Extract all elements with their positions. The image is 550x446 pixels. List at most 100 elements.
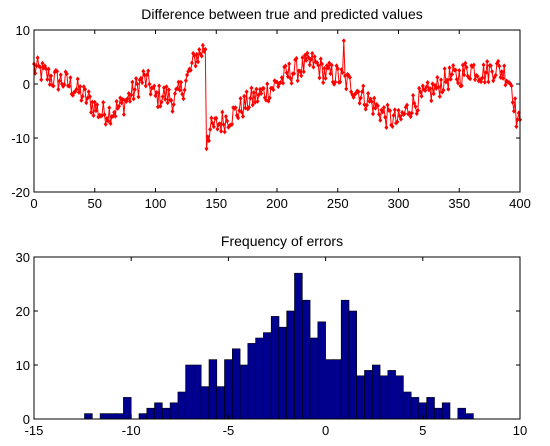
data-point-marker [92, 99, 97, 105]
data-point-marker [447, 65, 452, 71]
data-point-marker [205, 134, 210, 140]
data-point-marker [79, 97, 84, 103]
x-tick-label: -10 [122, 423, 141, 438]
histogram-bar [115, 413, 124, 420]
data-point-marker [251, 90, 256, 96]
data-point-marker [463, 60, 468, 66]
data-point-marker [56, 86, 61, 92]
data-point-marker [323, 75, 328, 81]
data-point-marker [485, 58, 490, 64]
x-tick-label: 250 [327, 196, 349, 211]
histogram-bar [169, 402, 179, 420]
data-point-marker [288, 75, 293, 81]
histogram-bar [216, 386, 225, 420]
data-point-marker [177, 87, 182, 93]
data-point-marker [108, 121, 113, 127]
data-point-marker [209, 115, 214, 121]
y-tick-label: 0 [23, 412, 30, 427]
data-point-marker [182, 87, 187, 93]
histogram-bar [410, 397, 420, 420]
data-point-marker [189, 60, 194, 66]
data-point-marker [144, 72, 149, 78]
histogram-bar [301, 299, 311, 420]
data-point-marker [445, 77, 450, 83]
data-point-marker [265, 81, 270, 87]
data-point-marker [134, 75, 139, 81]
data-point-marker [89, 109, 94, 115]
data-point-marker [141, 68, 146, 74]
histogram-title: Frequency of errors [221, 233, 343, 249]
data-point-marker [294, 55, 299, 61]
data-point-marker [322, 65, 327, 71]
data-point-marker [238, 96, 243, 102]
data-point-marker [448, 76, 453, 82]
data-point-marker [407, 110, 412, 116]
histogram-bar [348, 310, 357, 420]
data-point-marker [418, 89, 423, 95]
data-point-marker [130, 79, 135, 85]
histogram-bar [333, 359, 342, 420]
data-point-marker [304, 57, 309, 63]
data-point-marker [321, 80, 326, 86]
data-point-marker [333, 79, 338, 85]
data-point-marker [396, 107, 401, 113]
y-tick-label: 30 [16, 250, 30, 265]
data-point-marker [370, 111, 375, 117]
data-point-marker [46, 66, 51, 72]
y-tick-label: 10 [16, 358, 30, 373]
histogram-bar [371, 364, 381, 420]
data-point-marker [344, 86, 349, 92]
histogram-bar [356, 375, 365, 420]
histogram-bar [162, 407, 171, 420]
x-tick-label: 150 [205, 196, 227, 211]
data-point-marker [102, 112, 107, 118]
data-point-marker [67, 83, 72, 89]
data-point-marker [47, 82, 52, 88]
data-point-marker [384, 124, 389, 130]
data-point-marker [61, 83, 66, 89]
data-point-marker [125, 96, 130, 102]
data-point-marker [378, 117, 383, 123]
y-tick-label: -20 [11, 185, 30, 200]
x-tick-label: 100 [145, 196, 167, 211]
data-point-marker [420, 83, 425, 89]
data-point-marker [335, 66, 340, 72]
data-point-marker [338, 79, 343, 85]
histogram-bar [154, 402, 163, 420]
data-point-marker [135, 81, 140, 87]
data-point-marker [319, 61, 324, 67]
histogram-bar [177, 391, 186, 420]
data-point-marker [208, 126, 213, 132]
line-chart-title: Difference between true and predicted va… [141, 6, 422, 22]
data-point-marker [497, 63, 502, 69]
data-point-marker [163, 96, 168, 102]
data-point-marker [361, 83, 366, 89]
data-point-marker [383, 114, 388, 120]
data-point-marker [298, 68, 303, 74]
histogram-bar [99, 413, 109, 420]
data-point-marker [439, 77, 444, 83]
y-tick-label: 20 [16, 304, 30, 319]
histogram-bar [309, 337, 319, 420]
data-point-marker [154, 89, 159, 95]
data-point-marker [415, 107, 420, 113]
y-tick-label: -10 [11, 131, 30, 146]
data-point-marker [329, 62, 334, 68]
data-point-marker [222, 129, 227, 135]
data-point-marker [456, 80, 461, 86]
data-point-marker [180, 91, 185, 97]
data-point-marker [375, 103, 380, 109]
data-point-marker [411, 92, 416, 98]
data-point-marker [453, 67, 458, 73]
data-point-marker [271, 87, 276, 93]
data-point-marker [91, 113, 96, 119]
data-point-marker [114, 98, 119, 104]
data-point-marker [513, 96, 518, 102]
histogram-bar [138, 413, 148, 420]
data-point-marker [110, 113, 115, 119]
histogram-bar [255, 337, 264, 420]
data-point-marker [408, 114, 413, 120]
data-point-marker [283, 63, 288, 69]
data-point-marker [302, 52, 307, 58]
data-point-marker [341, 38, 346, 44]
